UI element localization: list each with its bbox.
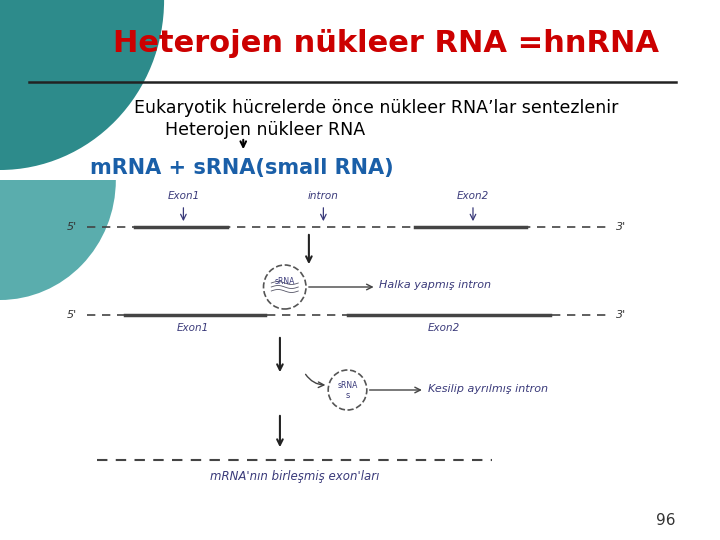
Text: Eukaryotik hücrelerde önce nükleer RNA’lar sentezlenir: Eukaryotik hücrelerde önce nükleer RNA’l… xyxy=(134,99,618,117)
Text: Exon2: Exon2 xyxy=(428,323,460,333)
Text: 3': 3' xyxy=(616,310,626,320)
Text: Exon1: Exon1 xyxy=(177,323,210,333)
Text: Exon2: Exon2 xyxy=(457,191,489,201)
Text: 3': 3' xyxy=(616,222,626,232)
Text: sRNA: sRNA xyxy=(274,278,295,287)
Text: Heterojen nükleer RNA: Heterojen nükleer RNA xyxy=(166,121,366,139)
Text: sRNA: sRNA xyxy=(337,381,358,390)
Text: Halka yapmış intron: Halka yapmış intron xyxy=(379,280,491,290)
Text: Kesilip ayrılmış intron: Kesilip ayrılmış intron xyxy=(428,384,548,394)
Wedge shape xyxy=(0,0,164,170)
Text: mRNA'nın birleşmiş exon'ları: mRNA'nın birleşmiş exon'ları xyxy=(210,470,379,483)
Text: mRNA + sRNA(small RNA): mRNA + sRNA(small RNA) xyxy=(89,158,393,178)
Text: s: s xyxy=(346,390,350,400)
Text: Exon1: Exon1 xyxy=(167,191,199,201)
Text: 5': 5' xyxy=(67,222,77,232)
Text: 96: 96 xyxy=(656,513,675,528)
Wedge shape xyxy=(0,180,116,300)
Text: 5': 5' xyxy=(67,310,77,320)
Text: Heterojen nükleer RNA =hnRNA: Heterojen nükleer RNA =hnRNA xyxy=(113,30,659,58)
Text: intron: intron xyxy=(308,191,339,201)
